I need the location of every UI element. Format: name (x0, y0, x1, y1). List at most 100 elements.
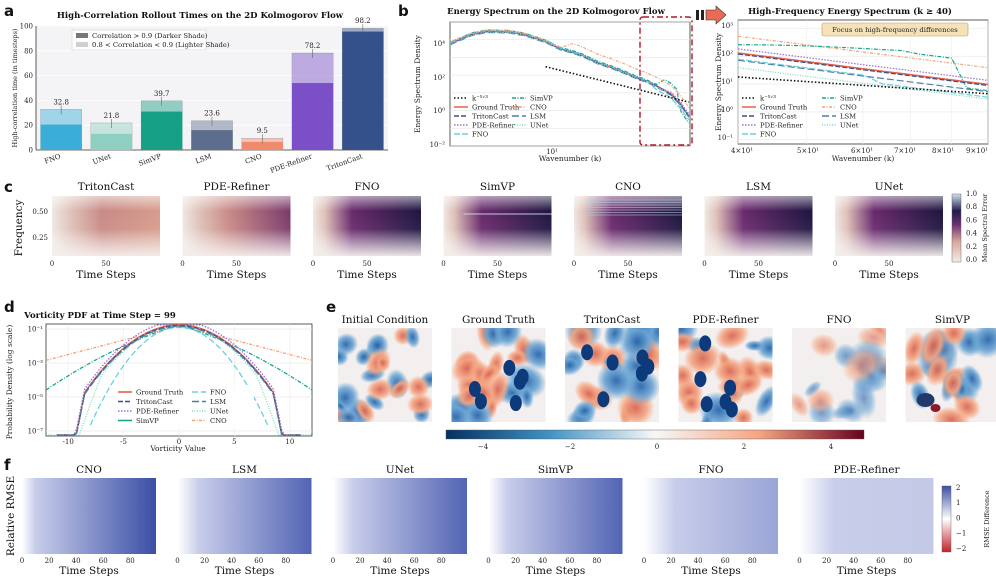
f-xtick: 40 (538, 557, 547, 565)
e-vortex (366, 378, 394, 401)
f-heatmap-CNO (22, 478, 156, 554)
b2-xtick-5: 9×10¹ (966, 147, 988, 155)
e-vortex (809, 333, 839, 357)
e-colorbar-tick: 4 (829, 443, 834, 451)
f-xtick: 40 (849, 557, 858, 565)
f-xtick: 0 (175, 557, 179, 565)
e-vortex-core (719, 393, 732, 410)
e-vortex-core (503, 359, 516, 376)
c-colorbar-tick: 0.0 (966, 256, 977, 264)
panel-a-title: High-Correlation Rollout Times on the 2D… (57, 11, 344, 21)
zoom-highlight-box (639, 16, 693, 146)
e-vortex (872, 361, 886, 382)
e-vortex-core (606, 354, 619, 371)
panel-f-ylabel: Relative RMSE (5, 476, 17, 556)
a-ytick: 0 (29, 147, 33, 155)
e-vortex-core (636, 349, 649, 366)
bar-value-label: 39.7 (154, 90, 170, 98)
d-line-CNO (45, 325, 313, 361)
bar-dark-SimVP (141, 111, 183, 150)
b1-line-FNO (449, 29, 690, 121)
d-legend-bg (114, 386, 254, 428)
f-xtick: 80 (903, 557, 912, 565)
panel-f-colorbar-label: RMSE Difference (983, 490, 991, 547)
c-ytick-0: 0.50 (32, 208, 48, 216)
annotation-text: Focus on high-frequency differences (832, 26, 958, 34)
a-xtick-SimVP: SimVP (138, 152, 163, 168)
b2-xtick-1: 5×10¹ (797, 147, 819, 155)
f-colorbar-tick: −2 (956, 545, 966, 553)
f-colorbar-tick: 1 (956, 499, 960, 507)
c-xtick: 50 (363, 260, 372, 268)
panel-b-title: Energy Spectrum on the 2D Kolmogorov Flo… (447, 7, 665, 17)
a-xtick-PDE-Refiner: PDE-Refiner (269, 152, 314, 175)
panel-f-colorbar (941, 485, 952, 553)
b1-ytick-3: 10⁻² (430, 141, 446, 149)
f-xtick: 20 (667, 557, 676, 565)
bar-value-label: 98.2 (355, 17, 371, 25)
f-xtick: 40 (694, 557, 703, 565)
e-vortex-core (724, 379, 737, 396)
b2-legend-label: UNet (840, 122, 859, 130)
e-vortex-core (700, 396, 713, 413)
f-colorbar-tick: 2 (956, 484, 960, 492)
c-xtick: 0 (833, 260, 837, 268)
bar-value-label: 32.8 (53, 98, 69, 106)
c-xlabel: Time Steps (337, 269, 397, 281)
f-xlabel: Time Steps (59, 565, 119, 577)
b2-legend-label: LSM (840, 113, 856, 121)
b2-line-FNO (737, 58, 989, 98)
d-legend-label: UNet (210, 408, 229, 416)
e-vortex (953, 394, 981, 420)
f-xtick: 0 (331, 557, 335, 565)
f-xlabel: Time Steps (370, 565, 430, 577)
legend-label-dark: Correlation > 0.9 (Darker Shade) (92, 32, 208, 40)
e-vortex (462, 400, 494, 422)
c-title-FNO: FNO (354, 181, 379, 193)
d-xtick: 5 (232, 438, 236, 446)
e-vortex (713, 356, 747, 386)
e-vortex (388, 378, 411, 400)
e-title-SimVP: SimVP (935, 314, 970, 326)
a-ytick: 40 (24, 97, 33, 105)
c-xtick: 0 (572, 260, 576, 268)
b1-legend-label: PDE-Refiner (472, 122, 515, 130)
c-title-TritonCast: TritonCast (78, 181, 135, 193)
e-vortex (407, 375, 430, 399)
panel-d-title: Vorticity PDF at Time Step = 99 (23, 311, 176, 321)
e-title-Ground Truth: Ground Truth (462, 314, 535, 326)
e-field-TritonCast (565, 328, 659, 422)
e-vortex (842, 347, 881, 384)
e-vortex (338, 381, 360, 414)
b2-xtick-3: 7×10¹ (894, 147, 916, 155)
e-vortex (574, 380, 603, 408)
b2-ytick-0: 10³ (721, 22, 733, 30)
b1-legend-label: FNO (472, 131, 489, 139)
panel-b-energy-spectrum: Energy Spectrum on the 2D Kolmogorov Flo… (413, 7, 693, 163)
e-vortex (493, 328, 523, 349)
c-xtick: 50 (102, 260, 111, 268)
c-xlabel: Time Steps (468, 269, 528, 281)
b2-xtick-4: 8×10¹ (932, 147, 954, 155)
d-line-UNet (46, 325, 312, 436)
panel-b2-xlabel: Wavenumber (k) (832, 154, 895, 163)
c-colorbar-tick: 1.0 (966, 190, 977, 198)
d-line-LSM (57, 325, 301, 436)
bar-dark-FNO (40, 124, 82, 150)
e-vortex (969, 328, 996, 359)
e-vortex-core (513, 373, 526, 390)
e-vortex (755, 335, 773, 361)
c-colorbar-tick: 0.4 (966, 230, 978, 238)
e-title-TritonCast: TritonCast (584, 314, 641, 326)
panel-label-e: e (326, 298, 336, 316)
b2-legend-label: FNO (760, 131, 777, 139)
c-heatmap-fade-LSM (704, 196, 813, 256)
e-vortex (868, 328, 886, 339)
b1-ytick-1: 10² (433, 74, 445, 82)
panel-e-vorticity-fields: Initial Condition Ground Truth TritonCast P… (338, 314, 996, 422)
panel-label-d: d (4, 298, 15, 316)
f-heatmap-UNet (333, 478, 467, 554)
f-xtick: 60 (254, 557, 263, 565)
